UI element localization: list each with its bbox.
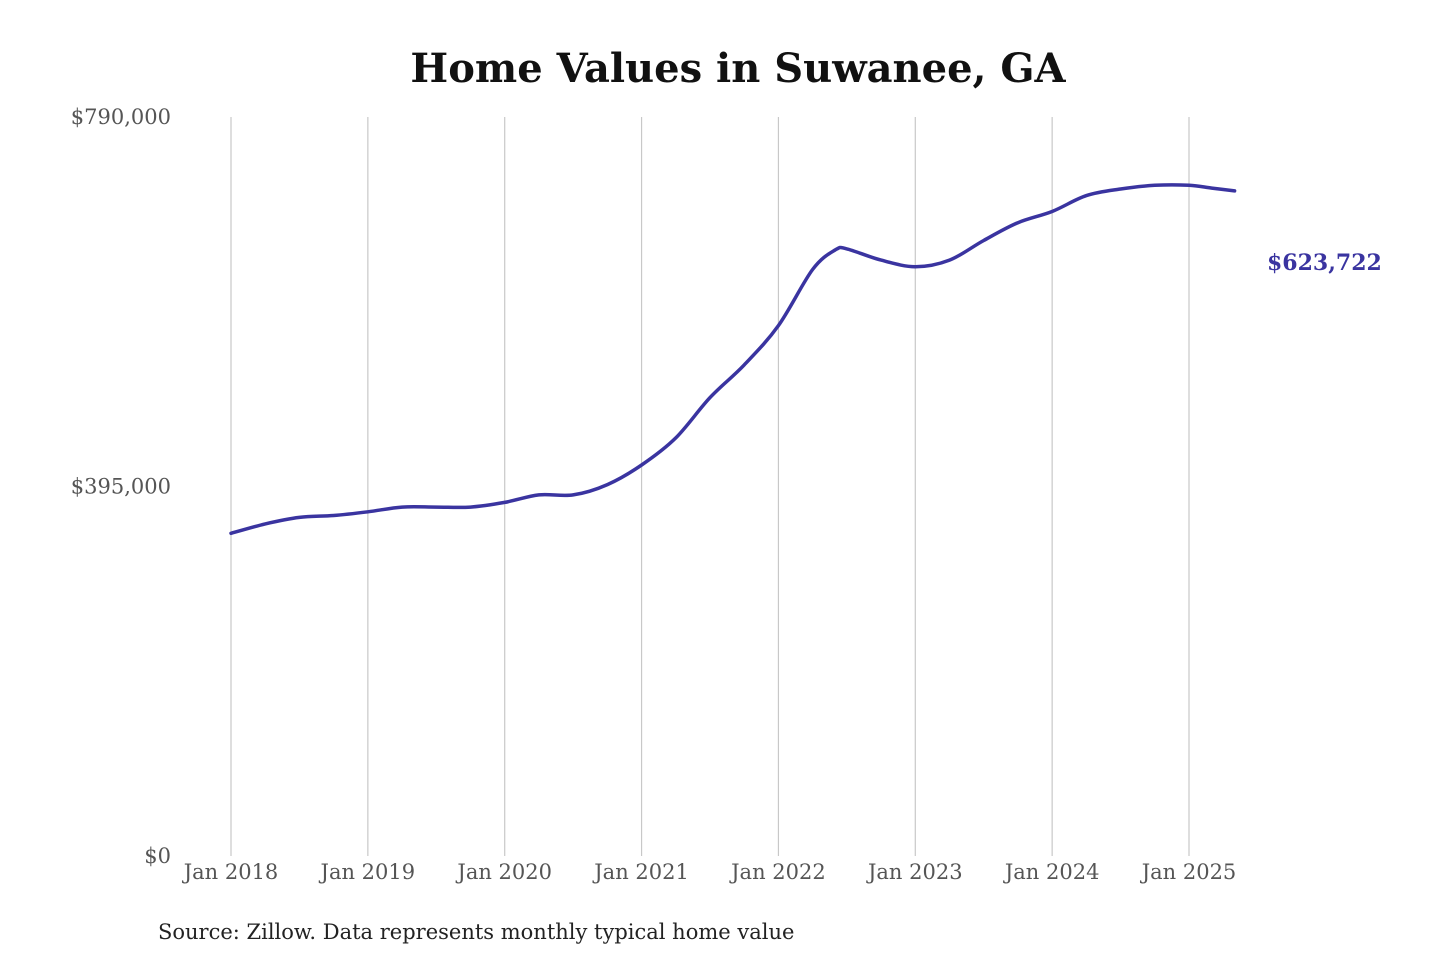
series-line bbox=[229, 183, 1237, 536]
x-tick-label: Jan 2025 bbox=[1140, 860, 1237, 884]
source-note: Source: Zillow. Data represents monthly … bbox=[158, 920, 794, 944]
y-axis-tick-labels: $0 $395,000 $790,000 bbox=[71, 105, 171, 868]
end-value-label: $623,722 bbox=[1267, 250, 1382, 276]
x-tick-label: Jan 2019 bbox=[319, 860, 416, 884]
x-tick-label: Jan 2024 bbox=[1003, 860, 1100, 884]
x-tick-label: Jan 2023 bbox=[866, 860, 963, 884]
gridlines bbox=[230, 117, 1190, 856]
y-tick-label: $395,000 bbox=[71, 475, 171, 499]
x-tick-label: Jan 2021 bbox=[592, 860, 689, 884]
x-tick-label: Jan 2018 bbox=[182, 860, 279, 884]
x-tick-label: Jan 2020 bbox=[455, 860, 552, 884]
y-tick-label: $0 bbox=[144, 844, 171, 868]
y-tick-label: $790,000 bbox=[71, 105, 171, 129]
chart-title: Home Values in Suwanee, GA bbox=[410, 45, 1066, 92]
x-axis-tick-labels: Jan 2018 Jan 2019 Jan 2020 Jan 2021 Jan 2022… bbox=[182, 860, 1237, 884]
x-tick-label: Jan 2022 bbox=[729, 860, 826, 884]
